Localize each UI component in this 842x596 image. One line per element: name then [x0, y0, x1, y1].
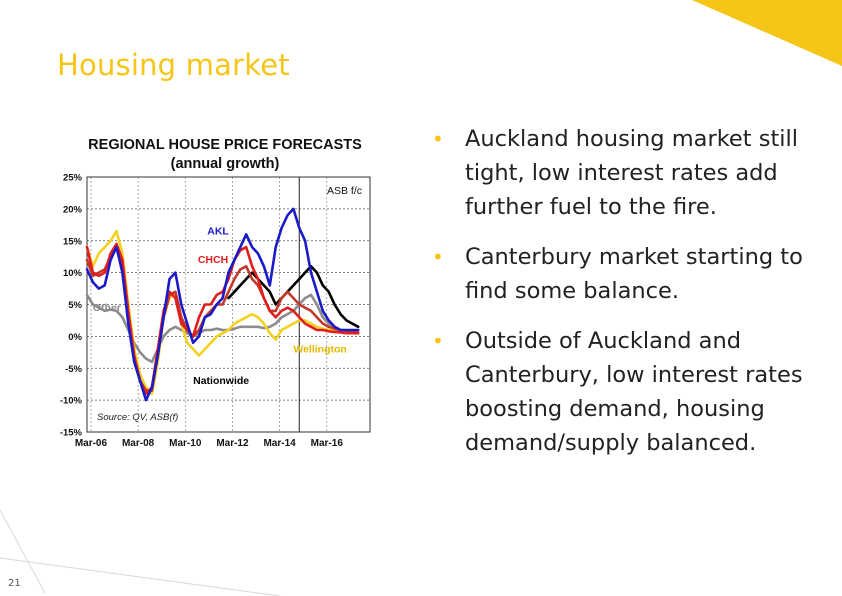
corner-accent-shape [692, 0, 842, 66]
slide-title: Housing market [57, 48, 290, 82]
bullet-text: Canterbury market starting to find some … [465, 244, 803, 304]
page-number: 21 [8, 578, 21, 589]
bullet-item: • Outside of Auckland and Canterbury, low… [430, 324, 830, 460]
series-label-wellington: Wellington [293, 343, 346, 355]
y-tick-label: 25% [63, 173, 83, 184]
bullet-text: Auckland housing market still tight, low… [465, 126, 799, 220]
series-label-akl: AKL [207, 225, 229, 237]
y-tick-label: 0% [68, 332, 82, 343]
forecast-label: ASB f/c [327, 185, 362, 197]
series-label-chch: CHCH [198, 254, 228, 266]
decorative-lines [0, 509, 281, 596]
y-tick-label: 20% [63, 204, 83, 215]
y-tick-label: -5% [65, 364, 82, 375]
bullet-dot-icon: • [432, 329, 444, 353]
x-tick-label: Mar-16 [311, 438, 344, 449]
series-label-nationwide: Nationwide [193, 375, 249, 387]
y-tick-label: -15% [60, 428, 83, 439]
house-price-chart: REGIONAL HOUSE PRICE FORECASTS (annual g… [40, 122, 390, 462]
bullet-text: Outside of Auckland and Canterbury, low … [465, 328, 803, 456]
x-tick-label: Mar-14 [263, 438, 296, 449]
chart-svg: REGIONAL HOUSE PRICE FORECASTS (annual g… [60, 137, 371, 449]
series-line-akl [85, 207, 360, 402]
y-tick-label: 15% [63, 236, 83, 247]
chart-source: Source: QV, ASB(f) [97, 412, 178, 423]
x-tick-label: Mar-06 [75, 438, 108, 449]
x-tick-label: Mar-10 [169, 438, 202, 449]
bullet-item: • Canterbury market starting to find some… [430, 240, 830, 308]
bullet-dot-icon: • [432, 245, 444, 269]
bullet-list: • Auckland housing market still tight, lo… [430, 122, 830, 476]
chart-subtitle: (annual growth) [171, 156, 280, 172]
series-label-other: Other [93, 302, 121, 314]
plot-area: 25% 20% 15% 10% 5% 0% -5% -10% -15%Mar-06 Mar-08 M… [60, 173, 371, 449]
y-tick-label: 10% [63, 268, 83, 279]
y-tick-label: -10% [60, 396, 83, 407]
y-tick-label: 5% [68, 300, 82, 311]
x-tick-label: Mar-12 [216, 438, 249, 449]
plot-frame [86, 176, 371, 433]
bullet-dot-icon: • [432, 127, 444, 151]
bullet-item: • Auckland housing market still tight, lo… [430, 122, 830, 224]
chart-title: REGIONAL HOUSE PRICE FORECASTS [88, 137, 362, 153]
x-tick-label: Mar-08 [122, 438, 155, 449]
